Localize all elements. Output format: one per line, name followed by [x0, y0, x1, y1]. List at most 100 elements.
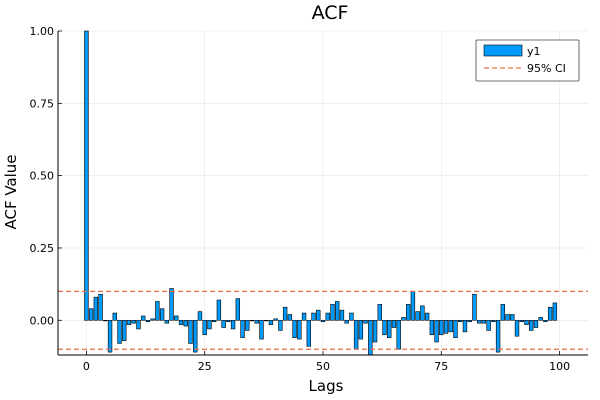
y-tick-label: 0.00: [30, 314, 55, 327]
acf-bar-lag-74: [434, 319, 439, 343]
y-ticks: 0.00 0.25 0.50 0.75 1.00: [30, 25, 62, 327]
acf-bar-lag-12: [140, 315, 146, 321]
acf-bar-lag-5: [107, 319, 113, 353]
acf-bar-lag-65: [391, 319, 397, 328]
acf-bar-lag-66: [396, 319, 401, 350]
acf-bar-lag-30: [226, 319, 231, 323]
acf-bar-lag-27: [211, 319, 217, 323]
acf-bar-lag-22: [188, 319, 193, 344]
acf-bar-lag-17: [164, 319, 170, 324]
acf-bar-lag-21: [183, 319, 188, 327]
acf-bar-lag-32: [235, 298, 241, 321]
acf-bar-lag-58: [358, 319, 364, 340]
acf-bar-lag-93: [524, 319, 529, 325]
acf-bar-lag-78: [453, 319, 458, 338]
acf-bar-lag-6: [112, 312, 117, 321]
acf-bar-lag-97: [543, 319, 548, 323]
acf-bar-lag-33: [240, 319, 245, 338]
acf-bar-lag-71: [420, 305, 425, 321]
acf-bar-lag-4: [103, 319, 108, 322]
acf-bar-lag-89: [505, 314, 510, 321]
acf-bar-lag-80: [462, 319, 468, 333]
acf-bar-lag-34: [245, 319, 250, 331]
acf-bar-lag-40: [273, 318, 278, 321]
acf-bar-lag-35: [249, 319, 255, 322]
chart-title: ACF: [312, 2, 349, 24]
acf-bar-lag-37: [259, 319, 264, 340]
acf-bar-lag-44: [292, 319, 297, 338]
acf-bar-lag-14: [150, 318, 155, 321]
acf-bar-lag-41: [278, 319, 283, 331]
acf-bar-lag-82: [472, 293, 477, 321]
acf-bar-lag-77: [448, 319, 453, 333]
acf-bar-lag-10: [131, 319, 136, 324]
acf-bar-lag-13: [145, 319, 151, 323]
acf-bar-lag-99: [552, 302, 558, 321]
acf-bar-lag-57: [353, 319, 359, 350]
acf-bar-lag-61: [372, 319, 378, 343]
acf-bar-lag-1: [88, 308, 94, 321]
acf-bar-lag-98: [547, 306, 553, 321]
acf-bar-lag-38: [264, 319, 269, 322]
acf-bar-lag-81: [467, 319, 472, 323]
acf-bar-lag-56: [349, 312, 354, 321]
legend-swatch-y1: [483, 44, 523, 57]
acf-bar-lag-7: [117, 319, 122, 344]
acf-bar-lag-91: [514, 319, 520, 337]
acf-bar-lag-26: [207, 319, 212, 330]
x-tick-label: 0: [83, 360, 90, 373]
acf-bar-lag-68: [405, 304, 411, 321]
y-tick-label: 0.25: [30, 242, 55, 255]
acf-bar-lag-70: [415, 311, 420, 321]
x-tick-label: 75: [434, 360, 448, 373]
acf-bar-lag-67: [401, 317, 406, 321]
x-tick-label: 50: [316, 360, 330, 373]
acf-bar-lag-23: [193, 319, 198, 353]
x-tick-label: 100: [549, 360, 570, 373]
acf-bar-lag-43: [287, 314, 293, 321]
acf-bar-lag-25: [202, 319, 207, 336]
acf-bar-lag-85: [486, 319, 491, 331]
acf-bar-lag-8: [122, 319, 127, 341]
acf-bar-lag-54: [339, 309, 345, 321]
acf-bar-lag-49: [316, 309, 321, 321]
acf-bar-lag-15: [155, 301, 160, 321]
acf-bar-lag-20: [178, 319, 184, 325]
acf-bar-lag-45: [297, 319, 302, 340]
acf-bar-lag-73: [429, 319, 435, 336]
acf-bar-lag-94: [529, 319, 534, 331]
legend-label-y1: y1: [527, 45, 541, 58]
acf-bar-lag-9: [126, 319, 132, 325]
acf-bar-lag-11: [136, 319, 141, 330]
acf-bar-lag-84: [481, 319, 487, 324]
x-tick-label: 25: [198, 360, 212, 373]
acf-bar-lag-95: [533, 319, 539, 328]
acf-bar-lag-79: [458, 319, 463, 323]
acf-bar-lag-51: [325, 312, 330, 321]
acf-bar-lag-90: [510, 314, 515, 321]
acf-bar-lag-75: [439, 319, 444, 336]
acf-bar-lag-63: [382, 319, 387, 336]
x-axis-label: Lags: [309, 377, 344, 395]
acf-bar-lag-59: [363, 319, 368, 324]
acf-bar-lag-83: [476, 319, 482, 324]
legend-label-ci: 95% CI: [527, 62, 566, 75]
acf-bar-lag-31: [230, 319, 236, 330]
acf-bar-lag-72: [424, 312, 430, 321]
acf-bar-lag-55: [344, 319, 349, 324]
acf-bar-lag-46: [301, 312, 307, 321]
acf-bar-lag-19: [174, 315, 179, 321]
acf-bar-lag-36: [254, 319, 259, 324]
y-axis-label: ACF Value: [2, 154, 20, 229]
acf-bar-lag-50: [320, 319, 326, 323]
acf-bars: [84, 30, 558, 356]
y-tick-label: 1.00: [30, 25, 55, 38]
ci-lines: [58, 290, 588, 350]
acf-bar-lag-18: [169, 288, 174, 321]
acf-bar-lag-16: [159, 308, 165, 321]
acf-bar-lag-92: [519, 319, 524, 323]
acf-bar-lag-29: [221, 319, 226, 328]
acf-bar-lag-47: [306, 319, 311, 347]
acf-bar-lag-24: [197, 311, 203, 321]
